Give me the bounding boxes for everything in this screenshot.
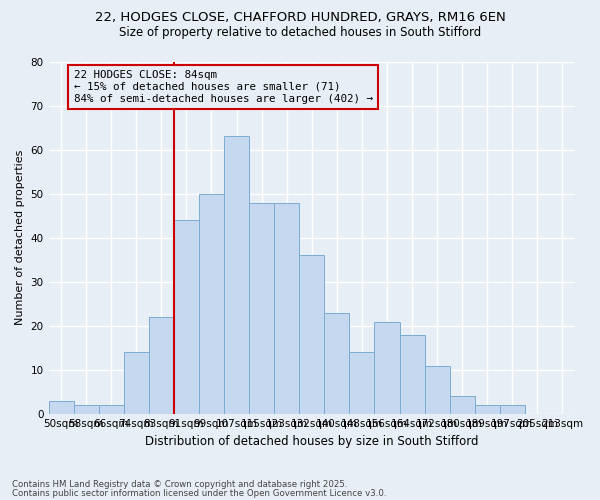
Text: Contains public sector information licensed under the Open Government Licence v3: Contains public sector information licen… xyxy=(12,488,386,498)
Bar xyxy=(224,136,249,414)
Bar xyxy=(500,406,525,414)
Bar xyxy=(400,335,425,414)
Bar xyxy=(124,352,149,414)
Bar xyxy=(149,317,174,414)
Bar xyxy=(449,396,475,414)
Y-axis label: Number of detached properties: Number of detached properties xyxy=(15,150,25,326)
Bar xyxy=(475,406,500,414)
Bar xyxy=(98,406,124,414)
Bar xyxy=(249,202,274,414)
Text: 22, HODGES CLOSE, CHAFFORD HUNDRED, GRAYS, RM16 6EN: 22, HODGES CLOSE, CHAFFORD HUNDRED, GRAY… xyxy=(95,12,505,24)
Bar xyxy=(425,366,449,414)
Bar xyxy=(299,256,325,414)
X-axis label: Distribution of detached houses by size in South Stifford: Distribution of detached houses by size … xyxy=(145,434,479,448)
Text: Size of property relative to detached houses in South Stifford: Size of property relative to detached ho… xyxy=(119,26,481,39)
Bar xyxy=(325,312,349,414)
Text: Contains HM Land Registry data © Crown copyright and database right 2025.: Contains HM Land Registry data © Crown c… xyxy=(12,480,347,489)
Bar xyxy=(349,352,374,414)
Bar xyxy=(199,194,224,414)
Text: 22 HODGES CLOSE: 84sqm
← 15% of detached houses are smaller (71)
84% of semi-det: 22 HODGES CLOSE: 84sqm ← 15% of detached… xyxy=(74,70,373,104)
Bar xyxy=(174,220,199,414)
Bar xyxy=(49,401,74,414)
Bar xyxy=(374,322,400,414)
Bar xyxy=(74,406,98,414)
Bar xyxy=(274,202,299,414)
